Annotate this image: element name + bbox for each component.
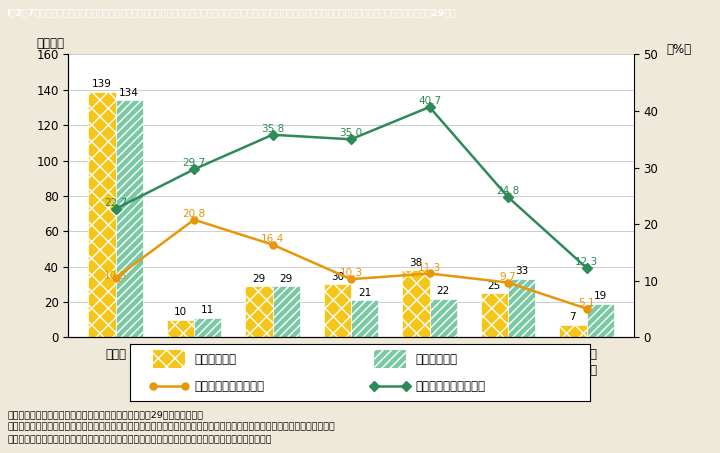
Text: 10: 10 [174,307,186,317]
Text: 30: 30 [330,272,344,282]
Text: 9.7: 9.7 [500,272,516,282]
Text: 19: 19 [593,291,607,301]
Text: 29: 29 [279,274,293,284]
Text: 33: 33 [515,266,528,276]
Bar [480,293,508,337]
Text: 22.7: 22.7 [104,198,127,208]
Bar [587,304,614,337]
Text: 29.7: 29.7 [182,159,206,169]
Text: 21: 21 [358,288,372,298]
Text: 割合（女性，右目盛）: 割合（女性，右目盛） [194,380,264,393]
Text: 29: 29 [252,274,266,284]
Bar [430,299,457,337]
Text: 24.8: 24.8 [496,186,520,196]
Text: いている主な理由が「正規の職員・従業員の仕事がないから」とする者の人数及び割合。: いている主な理由が「正規の職員・従業員の仕事がないから」とする者の人数及び割合。 [7,435,271,444]
Bar [153,350,185,368]
Text: 11: 11 [201,305,215,315]
Bar [194,318,222,337]
Bar [166,320,194,337]
Bar [402,270,430,337]
Text: 40.7: 40.7 [418,96,441,106]
Text: ２．非正規の職員・従業員（現職の雇用形態についている理由が不明である者を除く。）のうち，現職の雇用形態につ: ２．非正規の職員・従業員（現職の雇用形態についている理由が不明である者を除く。）… [7,423,335,432]
Bar [559,325,587,337]
Text: 16.4: 16.4 [261,234,284,244]
Text: （備考）１．総務省「労働力調査（詳細集計）」（平成29年）より作成。: （備考）１．総務省「労働力調査（詳細集計）」（平成29年）より作成。 [7,410,203,419]
Text: 35.8: 35.8 [261,124,284,134]
Text: 人数（男性）: 人数（男性） [415,352,457,366]
Text: 38: 38 [409,258,423,268]
Text: 5.1: 5.1 [578,298,595,308]
Text: 11.3: 11.3 [418,263,441,273]
Text: 20.8: 20.8 [182,209,206,219]
Text: 35.0: 35.0 [339,129,363,139]
Text: 10.5: 10.5 [104,270,127,280]
Text: （万人）: （万人） [37,37,65,50]
Text: 7: 7 [570,313,576,323]
Bar [245,286,272,337]
Text: 22: 22 [436,286,450,296]
Y-axis label: （%）: （%） [666,43,691,56]
Text: 人数（女性）: 人数（女性） [194,352,236,366]
Text: 134: 134 [120,88,139,98]
Bar [272,286,300,337]
Bar [508,279,536,337]
Text: 12.3: 12.3 [575,257,598,267]
Text: I－2－7図　非正規雇用労働者のうち，現職の雇用形態についている主な理由が「正規の職員・従業員の仕事がないから」とする者の人数及び割合（男女別，平成29年）: I－2－7図 非正規雇用労働者のうち，現職の雇用形態についている主な理由が「正規… [6,8,456,17]
Bar [115,101,143,337]
Bar [351,300,379,337]
Text: 139: 139 [92,79,112,89]
Bar [374,350,406,368]
Text: 割合（男性，右目盛）: 割合（男性，右目盛） [415,380,485,393]
Bar [88,92,115,337]
Bar [323,284,351,337]
Text: 10.3: 10.3 [339,268,363,278]
Text: 25: 25 [487,280,501,290]
